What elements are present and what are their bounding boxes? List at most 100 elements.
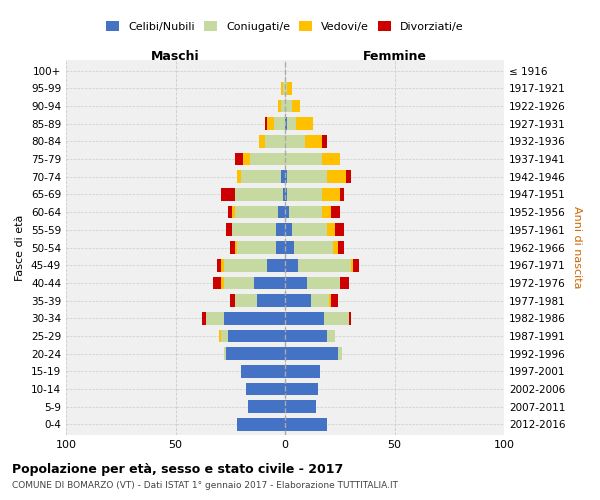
- Bar: [305, 135, 322, 147]
- Bar: [285, 418, 326, 431]
- Y-axis label: Fasce di età: Fasce di età: [16, 214, 25, 280]
- Bar: [353, 259, 359, 272]
- Bar: [346, 170, 350, 183]
- Bar: [254, 276, 285, 289]
- Bar: [285, 135, 305, 147]
- Bar: [289, 206, 322, 218]
- Bar: [274, 118, 285, 130]
- Bar: [235, 294, 257, 307]
- Bar: [285, 259, 298, 272]
- Bar: [235, 188, 283, 201]
- Bar: [221, 188, 235, 201]
- Bar: [285, 276, 307, 289]
- Bar: [237, 170, 241, 183]
- Bar: [285, 382, 318, 396]
- Bar: [292, 224, 326, 236]
- Bar: [250, 152, 285, 166]
- Bar: [285, 152, 322, 166]
- Bar: [235, 152, 244, 166]
- Bar: [285, 188, 287, 201]
- Bar: [224, 276, 254, 289]
- Bar: [281, 100, 285, 112]
- Bar: [311, 294, 329, 307]
- Bar: [285, 82, 287, 94]
- Bar: [224, 312, 285, 324]
- Bar: [325, 312, 349, 324]
- Bar: [217, 259, 221, 272]
- Bar: [285, 241, 294, 254]
- Bar: [228, 330, 285, 342]
- Bar: [326, 224, 335, 236]
- Bar: [285, 118, 287, 130]
- Bar: [285, 348, 338, 360]
- Bar: [226, 224, 232, 236]
- Bar: [221, 259, 224, 272]
- Bar: [281, 170, 285, 183]
- Bar: [338, 348, 342, 360]
- Bar: [322, 152, 340, 166]
- Bar: [206, 312, 224, 324]
- Bar: [307, 276, 340, 289]
- Bar: [285, 330, 326, 342]
- Bar: [221, 330, 228, 342]
- Bar: [235, 241, 237, 254]
- Bar: [340, 188, 344, 201]
- Bar: [285, 365, 320, 378]
- Bar: [259, 135, 265, 147]
- Bar: [278, 100, 281, 112]
- Bar: [230, 241, 235, 254]
- Bar: [237, 241, 276, 254]
- Bar: [329, 294, 331, 307]
- Bar: [294, 241, 333, 254]
- Bar: [241, 365, 285, 378]
- Legend: Celibi/Nubili, Coniugati/e, Vedovi/e, Divorziati/e: Celibi/Nubili, Coniugati/e, Vedovi/e, Di…: [102, 17, 468, 36]
- Bar: [326, 170, 346, 183]
- Bar: [248, 400, 285, 413]
- Text: Maschi: Maschi: [151, 50, 200, 62]
- Bar: [241, 170, 281, 183]
- Bar: [322, 135, 326, 147]
- Bar: [335, 224, 344, 236]
- Bar: [278, 206, 285, 218]
- Bar: [232, 206, 235, 218]
- Bar: [283, 82, 285, 94]
- Bar: [202, 312, 206, 324]
- Bar: [268, 118, 274, 130]
- Bar: [268, 259, 285, 272]
- Bar: [285, 400, 316, 413]
- Bar: [281, 82, 283, 94]
- Bar: [245, 382, 285, 396]
- Bar: [244, 152, 250, 166]
- Bar: [224, 348, 226, 360]
- Bar: [287, 82, 292, 94]
- Bar: [285, 294, 311, 307]
- Bar: [349, 312, 350, 324]
- Bar: [235, 206, 278, 218]
- Bar: [237, 418, 285, 431]
- Bar: [228, 206, 232, 218]
- Bar: [224, 259, 268, 272]
- Bar: [287, 118, 296, 130]
- Bar: [232, 224, 276, 236]
- Bar: [276, 241, 285, 254]
- Bar: [220, 330, 221, 342]
- Bar: [296, 118, 313, 130]
- Bar: [322, 188, 340, 201]
- Bar: [276, 224, 285, 236]
- Bar: [331, 206, 340, 218]
- Bar: [213, 276, 221, 289]
- Bar: [221, 276, 224, 289]
- Bar: [350, 259, 353, 272]
- Bar: [285, 206, 289, 218]
- Bar: [331, 294, 338, 307]
- Text: COMUNE DI BOMARZO (VT) - Dati ISTAT 1° gennaio 2017 - Elaborazione TUTTITALIA.IT: COMUNE DI BOMARZO (VT) - Dati ISTAT 1° g…: [12, 481, 398, 490]
- Bar: [340, 276, 349, 289]
- Bar: [322, 206, 331, 218]
- Bar: [230, 294, 235, 307]
- Bar: [287, 188, 322, 201]
- Bar: [298, 259, 350, 272]
- Bar: [285, 170, 287, 183]
- Bar: [326, 330, 335, 342]
- Bar: [283, 188, 285, 201]
- Bar: [285, 100, 292, 112]
